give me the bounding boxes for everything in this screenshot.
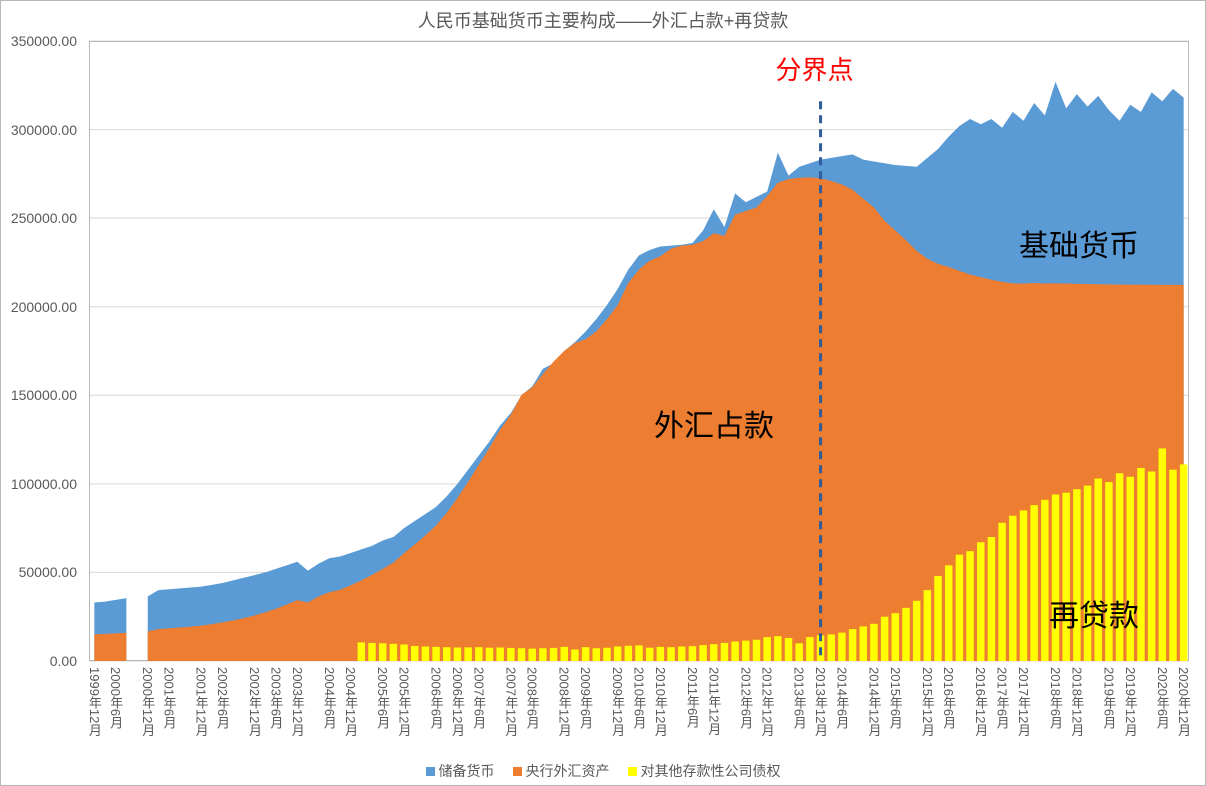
chart-frame: 人民币基础货币主要构成——外汇占款+再贷款 0.00 50000.00 100000… — [0, 0, 1206, 786]
y-tick-label: 200000.00 — [11, 299, 77, 315]
overlay-svg — [89, 41, 1189, 661]
x-tick-label: 2001年12月 — [192, 667, 211, 736]
x-tick-label: 2006年6月 — [427, 667, 446, 729]
x-tick-label: 2014年6月 — [832, 667, 851, 729]
x-tick-label: 2017年12月 — [1014, 667, 1033, 736]
legend-swatch — [426, 767, 435, 776]
y-axis: 0.0050000.00100000.00150000.00200000.002… — [1, 41, 83, 661]
x-tick-label: 2012年6月 — [736, 667, 755, 729]
x-axis: 1999年12月2000年6月2000年12月2001年6月2001年12月20… — [89, 663, 1189, 753]
x-tick-label: 2019年6月 — [1099, 667, 1118, 729]
x-tick-label: 2000年6月 — [106, 667, 125, 729]
x-tick-label: 2011年6月 — [683, 667, 702, 728]
y-tick-label: 150000.00 — [11, 387, 77, 403]
x-tick-label: 2009年6月 — [576, 667, 595, 729]
x-tick-label: 2001年6月 — [160, 667, 179, 729]
legend-label: 央行外汇资产 — [526, 761, 610, 781]
y-tick-label: 50000.00 — [19, 564, 77, 580]
x-tick-label: 2005年6月 — [373, 667, 392, 729]
x-tick-label: 2008年12月 — [555, 667, 574, 736]
y-tick-label: 250000.00 — [11, 210, 77, 226]
x-tick-label: 2017年6月 — [993, 667, 1012, 729]
x-tick-label: 2000年12月 — [138, 667, 157, 736]
x-tick-label: 2009年12月 — [608, 667, 627, 736]
x-tick-label: 2020年6月 — [1153, 667, 1172, 729]
x-tick-label: 2002年12月 — [245, 667, 264, 736]
x-tick-label: 2012年12月 — [758, 667, 777, 736]
x-tick-label: 2014年12月 — [864, 667, 883, 736]
x-tick-label: 2010年12月 — [651, 667, 670, 736]
x-tick-label: 2019年12月 — [1121, 667, 1140, 736]
x-tick-label: 2005年12月 — [395, 667, 414, 736]
legend-swatch — [628, 767, 637, 776]
x-tick-label: 2016年12月 — [971, 667, 990, 736]
legend: 储备货币 央行外汇资产 对其他存款性公司债权 — [1, 761, 1205, 781]
legend-label: 对其他存款性公司债权 — [641, 761, 781, 781]
legend-item: 对其他存款性公司债权 — [628, 761, 781, 781]
x-tick-label: 2016年6月 — [939, 667, 958, 729]
x-tick-label: 2018年12月 — [1067, 667, 1086, 736]
x-tick-label: 2003年12月 — [288, 667, 307, 736]
x-tick-label: 2008年6月 — [523, 667, 542, 729]
x-tick-label: 1999年12月 — [85, 667, 104, 736]
legend-label: 储备货币 — [439, 761, 495, 781]
y-tick-label: 300000.00 — [11, 122, 77, 138]
x-tick-label: 2002年6月 — [213, 667, 232, 729]
x-tick-label: 2015年6月 — [886, 667, 905, 729]
plot-area: 外汇占款基础货币再贷款分界点 — [89, 41, 1189, 661]
legend-item: 央行外汇资产 — [513, 761, 610, 781]
x-tick-label: 2015年12月 — [918, 667, 937, 736]
chart-title: 人民币基础货币主要构成——外汇占款+再贷款 — [1, 7, 1205, 33]
x-tick-label: 2007年12月 — [501, 667, 520, 736]
x-tick-label: 2013年12月 — [811, 667, 830, 736]
y-tick-label: 0.00 — [50, 653, 77, 669]
x-tick-label: 2003年6月 — [266, 667, 285, 729]
x-tick-label: 2004年6月 — [320, 667, 339, 729]
legend-item: 储备货币 — [426, 761, 495, 781]
y-tick-label: 100000.00 — [11, 476, 77, 492]
x-tick-label: 2007年6月 — [469, 667, 488, 729]
x-tick-label: 2018年6月 — [1046, 667, 1065, 729]
x-tick-label: 2004年12月 — [341, 667, 360, 736]
x-tick-label: 2020年12月 — [1174, 667, 1193, 736]
y-tick-label: 350000.00 — [11, 33, 77, 49]
x-tick-label: 2006年12月 — [448, 667, 467, 736]
x-tick-label: 2011年12月 — [704, 667, 723, 735]
legend-swatch — [513, 767, 522, 776]
x-tick-label: 2010年6月 — [630, 667, 649, 729]
x-tick-label: 2013年6月 — [790, 667, 809, 729]
